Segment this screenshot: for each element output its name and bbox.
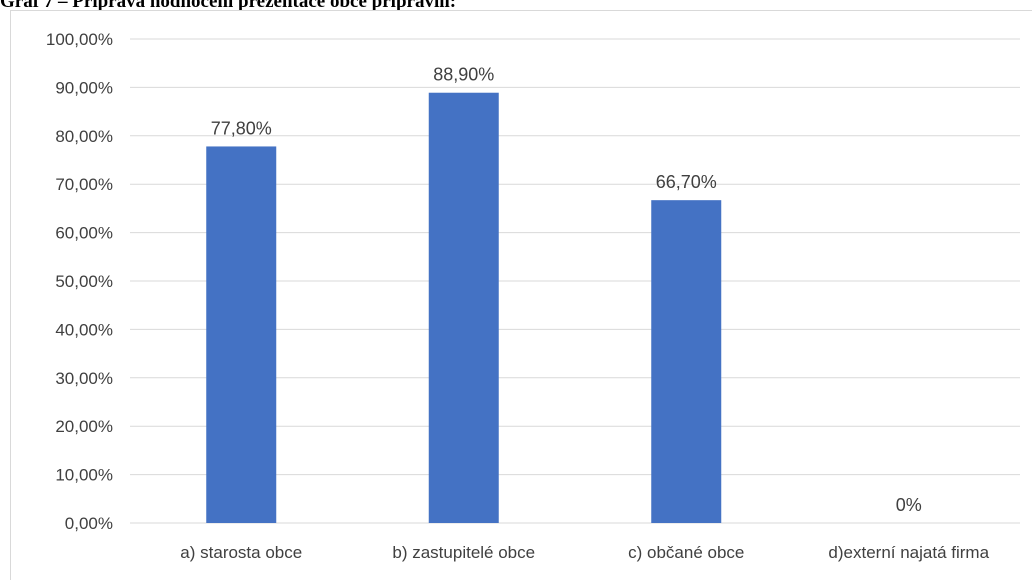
x-tick-label: b) zastupitelé obce bbox=[392, 543, 535, 562]
data-labels: 77,80% 88,90% 66,70% 0% bbox=[211, 65, 922, 515]
data-label: 88,90% bbox=[433, 65, 494, 85]
y-axis-ticks: 0,00% 10,00% 20,00% 30,00% 40,00% 50,00% 60,00… bbox=[46, 30, 113, 533]
y-tick-label: 20,00% bbox=[55, 417, 113, 436]
bar bbox=[651, 200, 722, 523]
bar bbox=[206, 146, 277, 523]
y-tick-label: 70,00% bbox=[55, 175, 113, 194]
y-tick-label: 100,00% bbox=[46, 30, 113, 49]
gridlines bbox=[130, 38, 1020, 524]
y-tick-label: 60,00% bbox=[55, 224, 113, 243]
y-tick-label: 50,00% bbox=[55, 272, 113, 291]
x-tick-label: a) starosta obce bbox=[180, 543, 302, 562]
y-tick-label: 80,00% bbox=[55, 127, 113, 146]
y-tick-label: 90,00% bbox=[55, 78, 113, 97]
y-tick-label: 10,00% bbox=[55, 466, 113, 485]
data-label: 0% bbox=[896, 495, 922, 515]
bars bbox=[206, 92, 722, 523]
y-tick-label: 0,00% bbox=[65, 514, 113, 533]
data-label: 77,80% bbox=[211, 118, 272, 138]
data-label: 66,70% bbox=[656, 172, 717, 192]
chart-caption: Graf 7 – Příprava hodnocení prezentace o… bbox=[0, 0, 457, 12]
x-tick-label: c) občané obce bbox=[628, 543, 744, 562]
y-tick-label: 30,00% bbox=[55, 369, 113, 388]
x-tick-label: d)externí najatá firma bbox=[828, 543, 989, 562]
bar bbox=[428, 92, 499, 523]
chart-frame bbox=[10, 10, 1032, 580]
x-axis-ticks: a) starosta obce b) zastupitelé obce c) ob… bbox=[180, 543, 989, 562]
y-tick-label: 40,00% bbox=[55, 320, 113, 339]
